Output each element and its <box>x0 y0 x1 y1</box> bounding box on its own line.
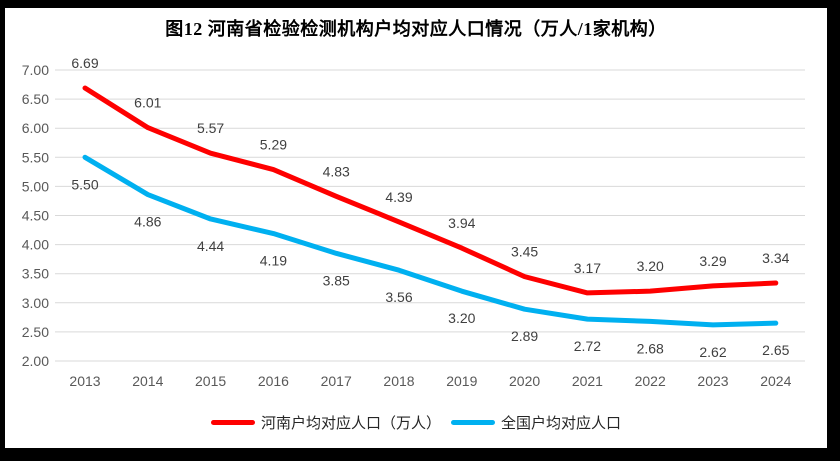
data-label: 3.34 <box>762 250 789 266</box>
y-tick-label: 4.50 <box>22 208 49 224</box>
y-tick-label: 2.50 <box>22 324 49 340</box>
data-label: 4.44 <box>197 238 224 254</box>
data-label: 4.39 <box>385 189 412 205</box>
data-label: 3.94 <box>448 215 475 231</box>
chart-canvas: 图12 河南省检验检测机构户均对应人口情况（万人/1家机构） 7.00 6.50 6… <box>5 8 827 448</box>
data-label: 4.86 <box>134 214 161 230</box>
y-tick-label: 3.00 <box>22 295 49 311</box>
y-tick-label: 2.00 <box>22 353 49 369</box>
x-tick-label: 2013 <box>69 373 100 389</box>
x-tick-label: 2022 <box>635 373 666 389</box>
data-label: 4.83 <box>323 163 350 179</box>
data-label: 2.72 <box>574 338 601 354</box>
y-tick-label: 5.50 <box>22 149 49 165</box>
data-label: 3.20 <box>448 310 475 326</box>
legend-label-national: 全国户均对应人口 <box>501 415 622 432</box>
legend-swatch-national-line-icon <box>451 420 495 425</box>
data-label: 5.57 <box>197 120 224 136</box>
data-label: 2.89 <box>511 328 538 344</box>
data-label: 2.68 <box>637 340 664 356</box>
legend-item-henan: 河南户均对应人口（万人） <box>210 412 441 433</box>
x-tick-label: 2024 <box>760 373 791 389</box>
data-label: 4.19 <box>260 253 287 269</box>
legend-label-henan: 河南户均对应人口（万人） <box>260 415 441 432</box>
y-tick-label: 7.00 <box>22 62 49 78</box>
legend: 河南户均对应人口（万人） 全国户均对应人口 <box>5 412 827 433</box>
data-label: 3.56 <box>385 289 412 305</box>
x-tick-label: 2023 <box>697 373 728 389</box>
y-tick-label: 5.00 <box>22 178 49 194</box>
x-tick-label: 2014 <box>132 373 163 389</box>
data-label: 6.69 <box>71 55 98 71</box>
data-label: 2.62 <box>699 344 726 360</box>
y-tick-label: 6.50 <box>22 91 49 107</box>
data-label: 2.65 <box>762 342 789 358</box>
y-tick-label: 3.50 <box>22 266 49 282</box>
x-tick-label: 2021 <box>572 373 603 389</box>
x-tick-label: 2020 <box>509 373 540 389</box>
series-line-0 <box>82 85 779 296</box>
y-tick-label: 4.00 <box>22 237 49 253</box>
x-tick-label: 2017 <box>321 373 352 389</box>
x-tick-label: 2018 <box>383 373 414 389</box>
data-label: 3.45 <box>511 244 538 260</box>
data-label: 6.01 <box>134 95 161 111</box>
chart-title: 图12 河南省检验检测机构户均对应人口情况（万人/1家机构） <box>165 19 667 39</box>
data-label: 3.29 <box>699 253 726 269</box>
data-label: 5.50 <box>71 176 98 192</box>
data-label: 3.17 <box>574 260 601 276</box>
x-tick-label: 2019 <box>446 373 477 389</box>
legend-swatch-henan-line-icon <box>210 420 255 425</box>
series-line-1 <box>82 154 779 328</box>
x-tick-label: 2015 <box>195 373 226 389</box>
line-chart-plot-area: 7.00 6.50 6.00 5.50 5.00 4.50 4.00 3.50 3.00 2.50… <box>22 55 805 389</box>
y-tick-label: 6.00 <box>22 120 49 136</box>
data-label: 5.29 <box>260 137 287 153</box>
data-label: 3.85 <box>323 272 350 288</box>
x-tick-label: 2016 <box>258 373 289 389</box>
legend-item-national: 全国户均对应人口 <box>451 412 621 433</box>
data-label: 3.20 <box>637 258 664 274</box>
